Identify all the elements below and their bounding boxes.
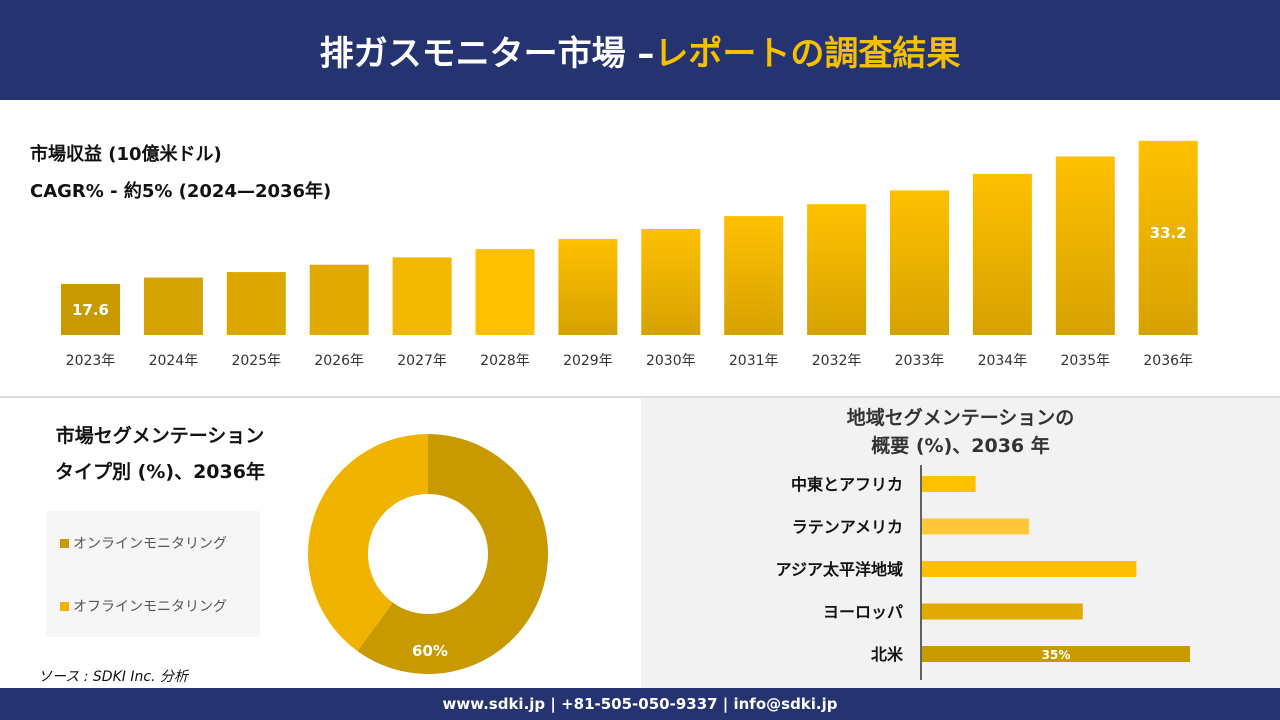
revenue-bar bbox=[972, 173, 1032, 335]
x-tick-label: 2028年 bbox=[480, 353, 530, 369]
revenue-title: 市場収益 (10億米ドル) bbox=[30, 144, 222, 165]
revenue-bar bbox=[1138, 140, 1198, 335]
x-tick-label: 2030年 bbox=[646, 353, 696, 369]
revenue-bar bbox=[61, 283, 120, 335]
revenue-bar bbox=[558, 239, 618, 335]
region-label: 中東とアフリカ bbox=[791, 475, 903, 494]
pie-legend: オンラインモニタリング オフラインモニタリング bbox=[46, 511, 260, 637]
region-label: ラテンアメリカ bbox=[792, 518, 903, 537]
region-panel bbox=[641, 398, 1280, 688]
revenue-bar bbox=[475, 249, 535, 335]
region-label: ヨーロッパ bbox=[823, 603, 903, 622]
region-bar bbox=[922, 603, 1083, 620]
revenue-bar-chart: 2023年 17.6 2024年 2025年 2026年 2027年 2028年 2029年 2… bbox=[61, 140, 1198, 369]
x-tick-label: 2027年 bbox=[397, 353, 447, 369]
donut-slice bbox=[357, 434, 548, 674]
revenue-bar bbox=[641, 228, 701, 335]
source-note: ソース : SDKI Inc. 分析 bbox=[38, 669, 188, 685]
x-tick-label: 2031年 bbox=[729, 353, 779, 369]
title-accent: レポートの調査結果 bbox=[654, 33, 961, 74]
revenue-bar bbox=[143, 277, 203, 335]
x-tick-label: 2025年 bbox=[231, 353, 281, 369]
revenue-bar bbox=[309, 264, 369, 335]
region-bar bbox=[922, 561, 1137, 577]
data-label: 60% bbox=[412, 642, 448, 660]
legend-item-offline: オフラインモニタリング bbox=[60, 596, 227, 616]
revenue-bar bbox=[724, 216, 784, 335]
legend-item-online: オンラインモニタリング bbox=[60, 533, 227, 553]
cagr-subtitle: CAGR% - 約5% (2024—2036年) bbox=[30, 181, 332, 202]
x-tick-label: 2036年 bbox=[1143, 353, 1193, 369]
revenue-bar bbox=[392, 257, 452, 335]
x-tick-label: 2034年 bbox=[978, 353, 1028, 369]
revenue-bar bbox=[807, 204, 867, 335]
x-tick-label: 2032年 bbox=[812, 353, 862, 369]
type-donut-chart: 60% bbox=[307, 434, 548, 674]
footer-contact: www.sdki.jp | +81-505-050-9337 | info@sd… bbox=[0, 688, 1280, 720]
legend-swatch bbox=[60, 601, 69, 611]
data-label: 17.6 bbox=[72, 301, 109, 319]
revenue-bar bbox=[1055, 156, 1115, 335]
title-main: 排ガスモニター市場 – bbox=[319, 33, 655, 74]
donut-slice bbox=[307, 434, 428, 652]
region-label: アジア太平洋地域 bbox=[776, 560, 903, 579]
x-tick-label: 2024年 bbox=[149, 353, 199, 369]
x-tick-label: 2035年 bbox=[1060, 353, 1110, 369]
x-tick-label: 2029年 bbox=[563, 353, 613, 369]
page-title: 排ガスモニター市場 – レポートの調査結果 bbox=[0, 0, 1280, 100]
region-bar bbox=[922, 518, 1030, 535]
data-label: 35% bbox=[1042, 648, 1071, 662]
region-bar bbox=[922, 476, 976, 492]
legend-swatch bbox=[60, 538, 69, 548]
data-label: 33.2 bbox=[1150, 224, 1187, 242]
revenue-bar bbox=[890, 190, 949, 335]
region-label: 北米 bbox=[871, 645, 904, 664]
x-tick-label: 2023年 bbox=[66, 353, 116, 369]
x-tick-label: 2026年 bbox=[314, 353, 364, 369]
region-title: 地域セグメンテーションの 概要 (%)、2036 年 bbox=[846, 407, 1075, 457]
divider bbox=[0, 396, 1280, 398]
x-tick-label: 2033年 bbox=[895, 353, 945, 369]
revenue-bar bbox=[226, 272, 286, 335]
pie-title: 市場セグメンテーション タイプ別 (%)、2036年 bbox=[55, 425, 265, 483]
region-bar bbox=[922, 646, 1190, 662]
